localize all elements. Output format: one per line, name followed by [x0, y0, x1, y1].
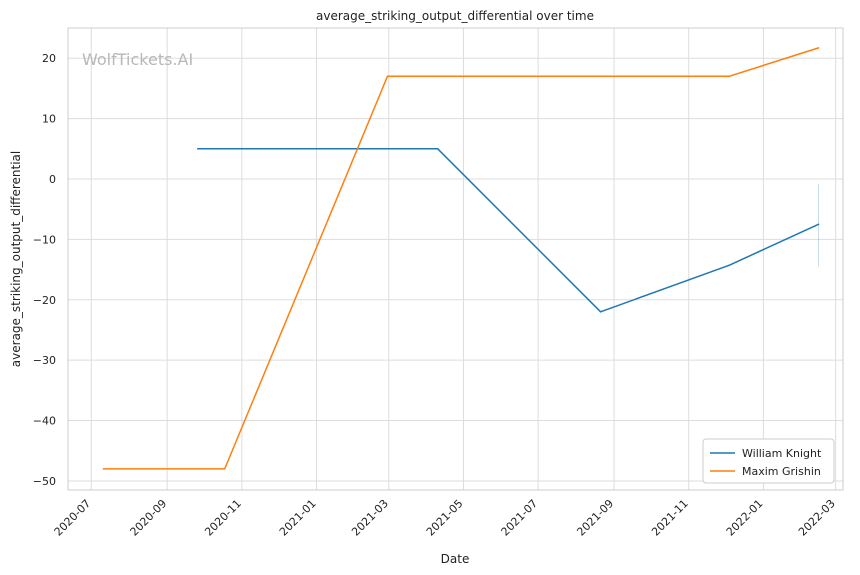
y-tick-label: 0 [49, 173, 56, 186]
x-axis-label: Date [441, 552, 470, 566]
legend: William Knight Maxim Grishin [702, 438, 835, 484]
plot-frame [67, 27, 844, 491]
x-tick-label: 2021-03 [349, 497, 391, 539]
data-point [817, 47, 820, 49]
x-tick-label: 2021-11 [649, 497, 691, 539]
data-point [817, 223, 820, 226]
data-point [386, 75, 389, 78]
x-tick-label: 2020-11 [202, 497, 244, 539]
y-tick-label: 20 [42, 52, 56, 65]
x-tick-label: 2021-09 [574, 497, 616, 539]
data-point [599, 311, 602, 313]
data-point [196, 147, 199, 150]
y-tick-label: −50 [33, 475, 56, 488]
x-tick-label: 2022-01 [724, 497, 766, 539]
watermark: WolfTickets.AI [82, 50, 193, 69]
data-point [728, 264, 730, 267]
y-tick-label: −40 [33, 415, 56, 428]
y-tick-label: 10 [42, 113, 56, 126]
y-tick-label: −30 [33, 354, 56, 367]
chart-title: average_striking_output_differential ove… [316, 9, 594, 23]
x-tick-labels: 2020-07 2020-09 2020-11 2021-01 2021-03 2021-… [52, 497, 838, 539]
grid [68, 28, 843, 490]
x-tick-label: 2021-01 [277, 497, 319, 539]
data-point [102, 468, 105, 470]
series-layer [102, 47, 820, 470]
legend-label-william-knight: William Knight [742, 447, 822, 460]
y-tick-labels: 20 10 0 −10 −20 −30 −40 −50 [33, 52, 56, 488]
x-tick-label: 2022-03 [796, 497, 838, 539]
y-axis-label: average_striking_output_differential [9, 151, 23, 367]
data-point [223, 468, 226, 470]
x-tick-label: 2020-09 [128, 497, 170, 539]
y-tick-label: −20 [33, 294, 56, 307]
series-1 [102, 47, 820, 470]
x-tick-label: 2020-07 [52, 497, 94, 539]
data-point [436, 147, 439, 150]
y-tick-label: −10 [33, 233, 56, 246]
plot-background [68, 28, 843, 490]
legend-label-maxim-grishin: Maxim Grishin [742, 465, 821, 478]
data-point [728, 75, 730, 78]
x-tick-label: 2021-05 [424, 497, 466, 539]
x-tick-label: 2021-07 [499, 497, 541, 539]
legend-box [702, 438, 835, 484]
